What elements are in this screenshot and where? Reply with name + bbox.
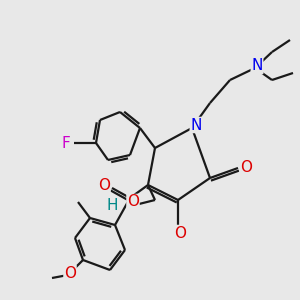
Text: O: O <box>127 194 139 209</box>
Text: O: O <box>64 266 76 280</box>
Text: O: O <box>240 160 252 175</box>
Text: N: N <box>190 118 202 133</box>
Text: H: H <box>106 197 118 212</box>
Text: O: O <box>174 226 186 241</box>
Text: F: F <box>61 136 70 151</box>
Text: O: O <box>98 178 110 194</box>
Text: N: N <box>251 58 263 74</box>
